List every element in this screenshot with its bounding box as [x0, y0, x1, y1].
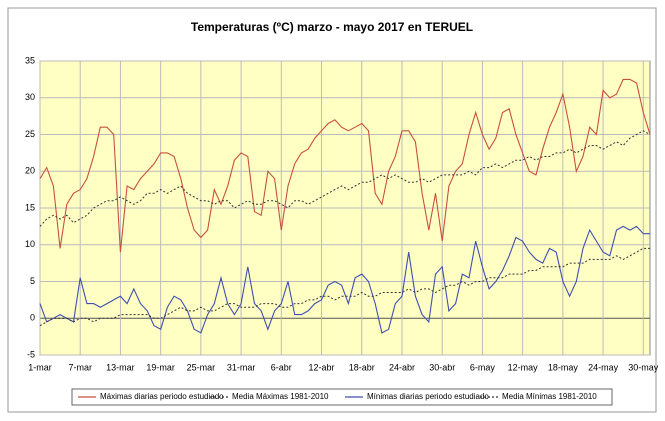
x-tick-label: 24-may: [588, 362, 619, 372]
y-tick-label: 15: [25, 202, 35, 212]
series-line: [39, 225, 650, 334]
x-tick-label: 6-may: [470, 362, 496, 372]
x-tick-label: 18-abr: [349, 362, 375, 372]
y-tick-label: 20: [25, 166, 35, 176]
legend-label: Media Máximas 1981-2010: [232, 392, 329, 401]
x-tick-label: 30-abr: [429, 362, 455, 372]
y-tick-label: 35: [25, 55, 35, 65]
legend-label: Máximas diarias periodo estudiado: [100, 392, 224, 401]
series-line: [39, 78, 651, 253]
x-tick-label: 30-may: [628, 362, 659, 372]
x-tick-label: 12-abr: [309, 362, 335, 372]
x-tick-label: 6-abr: [271, 362, 292, 372]
legend-box: [71, 388, 613, 406]
x-tick-label: 25-mar: [187, 362, 216, 372]
y-tick-label: -5: [27, 349, 35, 359]
y-tick-label: 10: [25, 239, 35, 249]
series-line: [39, 130, 651, 227]
legend-label: Mínimas diarias periodo estudiado: [367, 392, 489, 401]
x-tick-label: 31-mar: [227, 362, 256, 372]
chart-title: Temperaturas (ºC) marzo - mayo 2017 en T…: [191, 20, 473, 34]
x-tick-label: 13-mar: [106, 362, 135, 372]
x-tick-label: 12-may: [508, 362, 539, 372]
x-tick-label: 1-mar: [28, 362, 52, 372]
y-tick-label: 30: [25, 92, 35, 102]
x-tick-label: 19-mar: [146, 362, 175, 372]
y-tick-label: 25: [25, 129, 35, 139]
y-tick-label: 5: [30, 276, 35, 286]
x-tick-label: 18-may: [548, 362, 579, 372]
legend-label: Media Mínimas 1981-2010: [502, 392, 597, 401]
x-tick-label: 7-mar: [68, 362, 92, 372]
x-tick-label: 24-abr: [389, 362, 415, 372]
series-line: [39, 247, 650, 327]
y-tick-label: 0: [30, 313, 35, 323]
